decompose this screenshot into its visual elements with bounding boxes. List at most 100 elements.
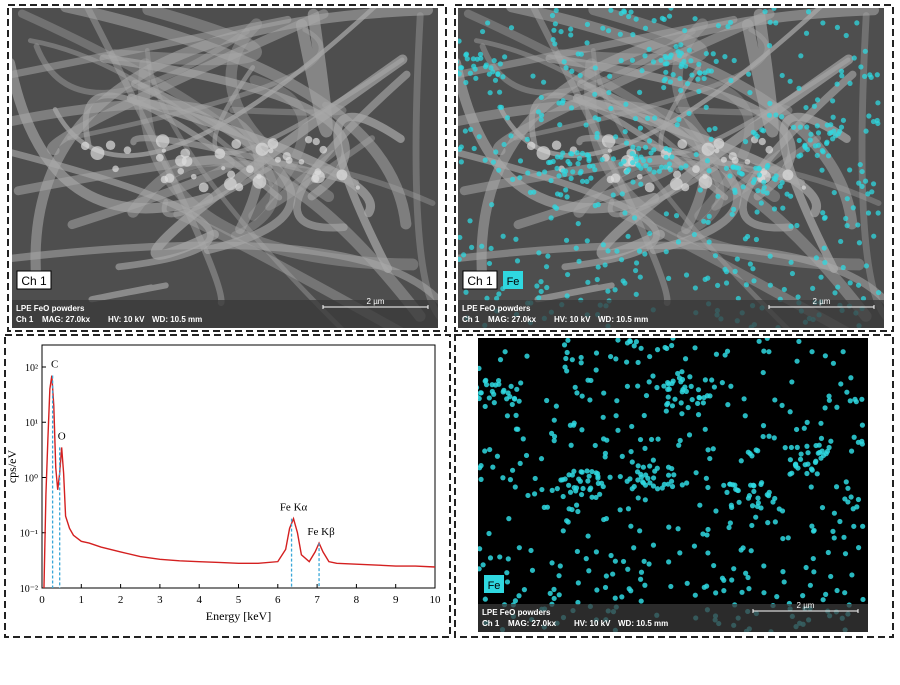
fe-dot	[607, 353, 614, 360]
fe-dot	[662, 53, 668, 60]
fe-dot	[854, 20, 860, 26]
fe-dot	[721, 482, 727, 488]
fe-dot	[703, 50, 709, 57]
fe-dot	[683, 163, 689, 169]
fe-dot	[602, 584, 609, 591]
fe-dot	[502, 54, 508, 60]
fe-dot	[619, 594, 625, 600]
fe-dot	[650, 373, 656, 379]
fe-dot	[746, 493, 753, 499]
fe-dot	[628, 523, 634, 529]
fe-dot	[531, 491, 538, 497]
fe-dot	[637, 274, 643, 280]
fe-dot	[491, 400, 497, 406]
fe-dot	[575, 161, 581, 167]
fe-dot	[810, 555, 816, 562]
fe-dot	[822, 259, 828, 266]
fe-dot	[508, 133, 514, 139]
x-tick-label: 7	[314, 594, 320, 606]
peak-label: O	[58, 430, 66, 442]
fe-dot	[701, 218, 707, 224]
fe-dot	[485, 20, 491, 26]
fe-dot	[848, 375, 854, 381]
fe-dot	[625, 566, 631, 572]
fe-dot	[577, 478, 583, 484]
fe-dot	[789, 270, 796, 277]
fe-dot	[760, 423, 767, 429]
fe-dot	[715, 23, 722, 29]
info-hv: HV: 10 kV	[554, 315, 591, 324]
fe-dot	[615, 427, 621, 433]
fe-dot	[719, 380, 725, 386]
fe-dot	[638, 165, 644, 171]
particle	[758, 137, 766, 146]
fe-dot	[588, 175, 594, 181]
fe-dot	[675, 239, 682, 245]
fe-dot	[697, 70, 703, 76]
fe-dot	[567, 489, 574, 495]
fe-dot	[460, 252, 467, 258]
fe-dot	[516, 545, 522, 551]
fe-dot	[642, 251, 648, 257]
fe-dot	[668, 583, 674, 590]
fe-dot	[728, 77, 734, 84]
fe-dot	[556, 173, 562, 179]
fe-dot	[858, 64, 864, 70]
fe-dot	[585, 478, 591, 484]
fe-dot	[509, 401, 515, 408]
fe-dot	[566, 506, 572, 512]
fe-dot	[740, 184, 746, 190]
fe-dot	[825, 153, 832, 159]
fe-dot	[809, 523, 815, 529]
fe-dot	[728, 502, 734, 508]
fe-dot	[637, 576, 644, 582]
fe-dot	[845, 485, 851, 491]
fe-dot	[491, 58, 497, 64]
fe-dot	[476, 134, 482, 140]
fe-dot	[823, 591, 829, 597]
fe-dot	[647, 166, 653, 172]
fe-dot	[808, 484, 814, 490]
fe-dot	[495, 71, 501, 78]
fe-dot	[669, 483, 676, 490]
fe-dot	[573, 502, 580, 508]
fe-map-image	[478, 338, 868, 632]
fe-dot	[679, 411, 685, 417]
x-tick-label: 5	[236, 594, 242, 606]
y-tick-label: 10²	[25, 363, 38, 374]
fe-dot	[661, 84, 667, 91]
fe-dot	[458, 159, 464, 165]
fe-dot	[629, 57, 636, 63]
fe-dot	[676, 442, 682, 448]
fe-dot	[480, 562, 486, 568]
particle	[607, 148, 613, 153]
fe-dot	[731, 566, 737, 572]
fe-dot	[497, 89, 503, 95]
fe-dot	[561, 59, 567, 65]
fe-dot	[772, 176, 779, 183]
fe-dot	[692, 592, 698, 598]
fe-dot	[642, 445, 648, 451]
fe-dot	[731, 57, 737, 64]
fe-dot	[779, 114, 785, 120]
particle	[304, 136, 313, 144]
fe-dot	[840, 117, 847, 123]
fe-dot	[667, 79, 674, 85]
fe-dot	[862, 48, 868, 54]
fe-dot	[756, 338, 762, 344]
fe-dot	[729, 211, 735, 217]
fe-dot	[830, 360, 837, 366]
particle	[268, 148, 274, 154]
fe-dot	[520, 436, 526, 442]
fe-dot	[575, 599, 581, 606]
fe-dot	[507, 477, 514, 483]
fe-dot	[713, 351, 720, 357]
fe-dot	[564, 349, 570, 356]
fe-dot	[568, 175, 574, 181]
fe-dot	[739, 589, 745, 595]
fe-dot	[594, 587, 600, 593]
fe-dot	[543, 264, 550, 270]
fe-dot	[667, 167, 674, 173]
fe-dot	[738, 458, 744, 464]
